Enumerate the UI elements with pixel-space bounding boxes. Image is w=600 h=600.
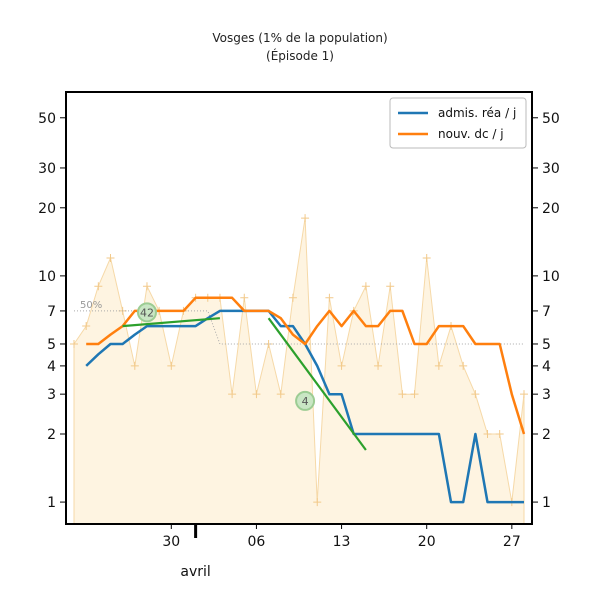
raw-daily-point (252, 390, 261, 399)
y-tick-label-left: 2 (47, 427, 56, 443)
raw-daily-layer (70, 214, 528, 525)
y-tick-label-right: 10 (542, 269, 560, 285)
trend-badge-label-2: 4 (302, 395, 309, 408)
y-tick-label-left: 10 (38, 269, 56, 285)
raw-daily-point (495, 429, 504, 438)
series-layer (85, 296, 526, 504)
legend-box (389, 97, 527, 149)
y-tick-label-right: 2 (542, 427, 551, 443)
raw-daily-point (374, 361, 383, 370)
y-tick-label-left: 4 (47, 359, 56, 375)
y-tick-label-right: 3 (542, 387, 551, 403)
raw-daily-point (410, 390, 419, 399)
raw-daily-point (422, 253, 431, 262)
y-tick-label-left: 5 (47, 337, 56, 353)
raw-daily-point (483, 429, 492, 438)
raw-daily-point (301, 214, 310, 223)
plot-frame (65, 91, 533, 525)
series-deces-line (86, 296, 526, 435)
raw-daily-point (325, 293, 334, 302)
raw-daily-point (434, 361, 443, 370)
y-tick-label-left: 3 (47, 387, 56, 403)
x-tick-label: 13 (333, 534, 351, 550)
trend-layer: 42 4 (122, 302, 367, 451)
axes: 1 1 2 2 3 3 4 4 5 5 7 7 10 10 20 20 30 30 50 50 30 06 13 20 27 (38, 111, 560, 550)
legend-label-admis: admis. réa / j (438, 106, 516, 120)
y-tick-label-right: 20 (542, 201, 560, 217)
raw-daily-point (313, 498, 322, 507)
reference-label: 50% (80, 300, 102, 311)
raw-daily-point (386, 282, 395, 291)
chart-title: Vosges (1% de la population) (212, 31, 387, 45)
raw-daily-point (520, 390, 528, 399)
y-tick-label-right: 5 (542, 337, 551, 353)
trend-badge-1 (136, 302, 157, 323)
chart-subtitle: (Épisode 1) (266, 48, 334, 63)
raw-daily-point (471, 390, 480, 399)
trend-badge-2 (295, 390, 316, 411)
raw-daily-point (459, 361, 468, 370)
raw-daily-point (94, 282, 103, 291)
y-tick-label-left: 20 (38, 201, 56, 217)
y-tick-label-left: 7 (47, 304, 56, 320)
y-tick-label-left: 30 (38, 161, 56, 177)
y-tick-label-right: 50 (542, 111, 560, 127)
raw-daily-area (73, 218, 525, 525)
raw-daily-point (142, 282, 151, 291)
raw-daily-point (228, 390, 237, 399)
trend-line-1 (122, 317, 220, 328)
trend-badge-label-1: 42 (140, 306, 154, 319)
x-tick-label: 20 (418, 534, 436, 550)
raw-daily-point (82, 322, 91, 331)
trend-line-2 (267, 317, 367, 451)
y-tick-label-right: 30 (542, 161, 560, 177)
month-label: avril (180, 564, 210, 580)
raw-daily-point (130, 361, 139, 370)
y-tick-label-right: 4 (542, 359, 551, 375)
y-tick-label-left: 50 (38, 111, 56, 127)
legend: admis. réa / j nouv. dc / j (389, 97, 527, 149)
raw-daily-point (240, 293, 249, 302)
x-tick-label: 30 (162, 534, 180, 550)
raw-daily-point (106, 253, 115, 262)
raw-daily-point (264, 339, 273, 348)
raw-daily-point (276, 390, 285, 399)
y-tick-label-left: 1 (47, 495, 56, 511)
raw-daily-point (288, 293, 297, 302)
x-tick-label: 27 (503, 534, 521, 550)
raw-daily-point (398, 390, 407, 399)
raw-daily-point (337, 361, 346, 370)
y-tick-label-right: 1 (542, 495, 551, 511)
raw-daily-point (167, 361, 176, 370)
x-tick-label: 06 (248, 534, 266, 550)
y-tick-label-right: 7 (542, 304, 551, 320)
raw-daily-point (361, 282, 370, 291)
raw-daily-point (70, 339, 78, 348)
legend-label-deces: nouv. dc / j (438, 127, 504, 141)
